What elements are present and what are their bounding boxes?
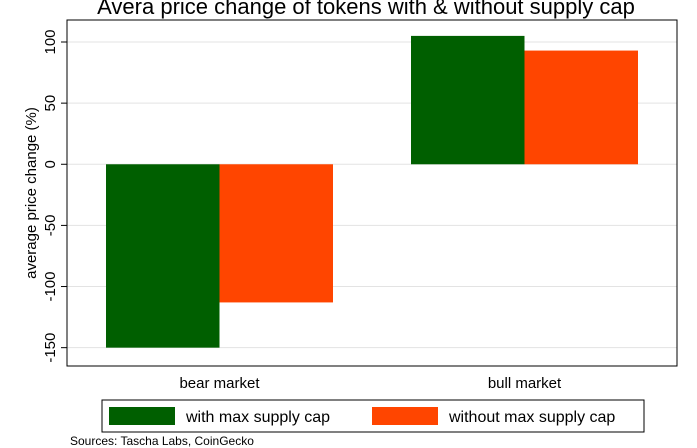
y-tick-label: -150 [42,333,59,363]
y-tick-label: -50 [42,215,59,237]
x-tick-label: bull market [488,375,562,392]
y-tick-label: 100 [42,29,59,54]
source-note: Sources: Tascha Labs, CoinGecko [70,434,254,448]
bar-with-max-supply-cap-bull-market [411,35,525,165]
legend-swatch [109,407,175,425]
y-axis-label: average price change (%) [23,107,40,279]
bar-without-max-supply-cap-bull-market [524,50,638,165]
bar-without-max-supply-cap-bear-market [219,164,333,303]
legend-label: without max supply cap [448,409,615,426]
y-tick-label: 0 [42,160,59,168]
chart-title: Avera price change of tokens with & with… [97,0,635,19]
plot-frame [66,19,678,367]
y-tick-label: -100 [42,272,59,302]
legend-label: with max supply cap [185,409,330,426]
bar-with-max-supply-cap-bear-market [106,164,220,348]
x-tick-label: bear market [179,375,260,392]
legend-swatch [372,407,438,425]
y-tick-label: 50 [42,95,59,112]
